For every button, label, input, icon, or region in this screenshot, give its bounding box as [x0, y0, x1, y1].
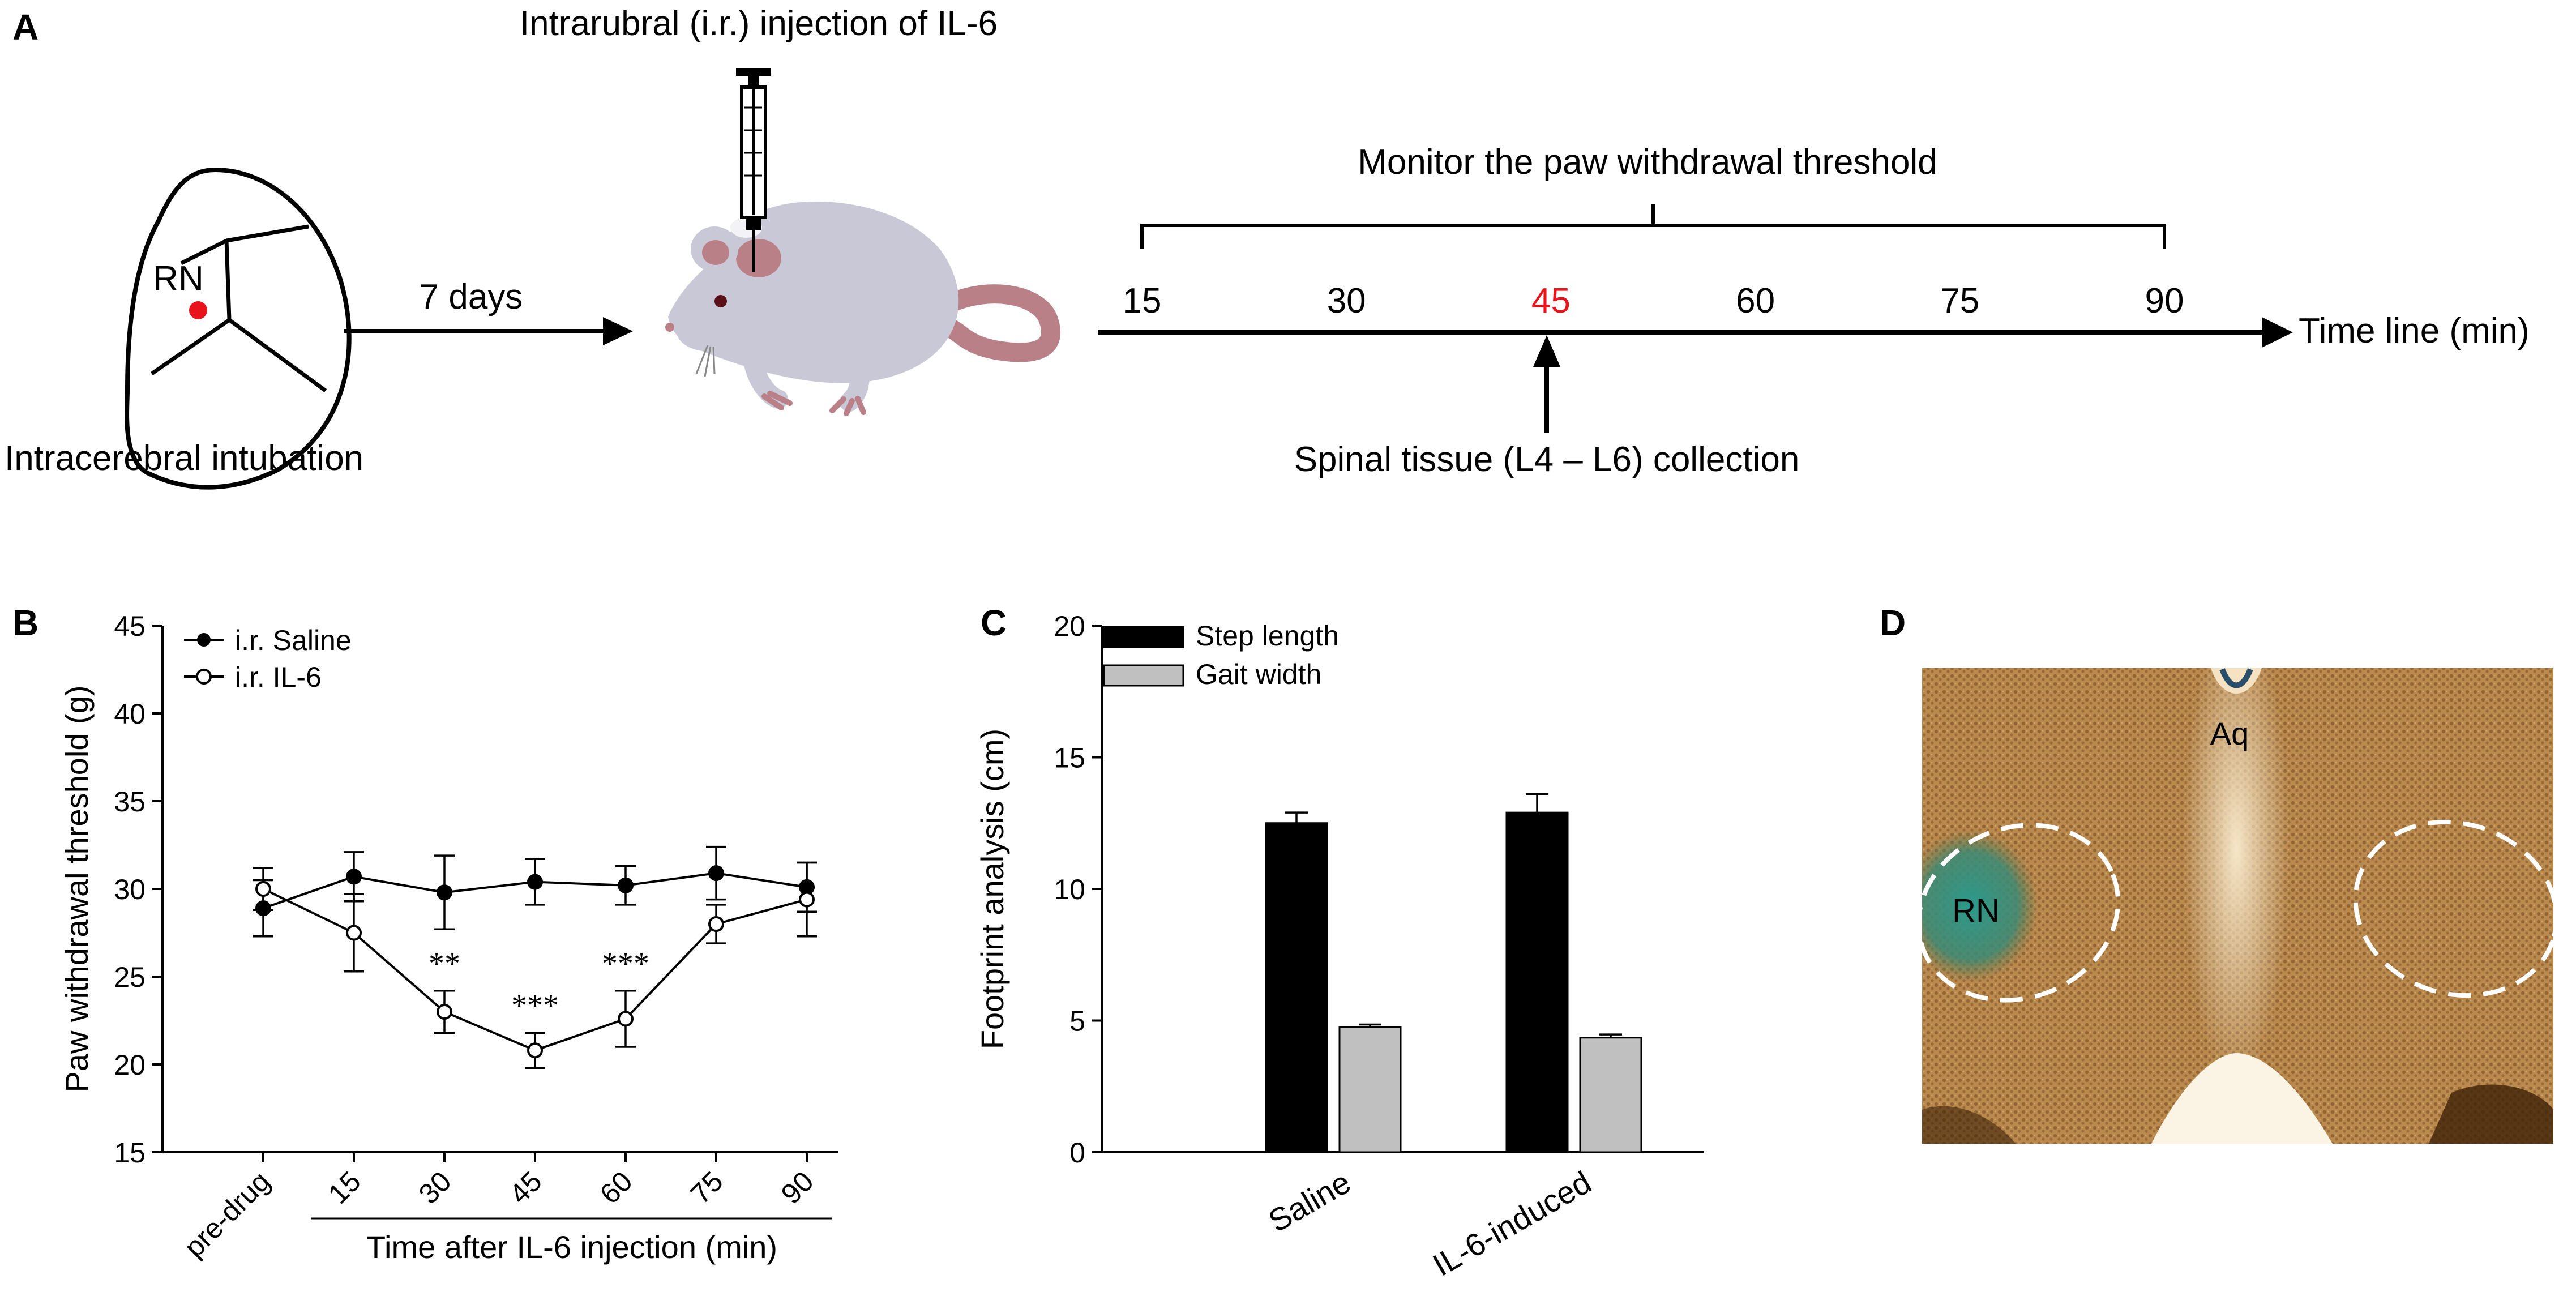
- rn-target-dot: [189, 301, 207, 319]
- panel-a-label: A: [12, 7, 38, 48]
- timeline-label: Time line (min): [2299, 311, 2530, 350]
- saline-point: [527, 874, 543, 890]
- gait-width-bar: [1579, 1037, 1642, 1153]
- y-tick-label: 15: [1054, 742, 1085, 774]
- monitor-bracket: [1140, 224, 2166, 249]
- rn-outline-right: [2353, 819, 2553, 998]
- legend-il6-label: i.r. IL-6: [235, 661, 322, 693]
- panel-b-label: B: [12, 602, 38, 643]
- y-tick-label: 25: [114, 961, 146, 993]
- syringe-icon: [736, 68, 771, 272]
- panel-d: D Aq RN: [1880, 602, 2553, 1144]
- y-tick-label: 15: [114, 1137, 146, 1169]
- rat-icon: [665, 201, 1060, 416]
- y-axis-title: Paw withdrawal threshold (g): [59, 686, 95, 1093]
- rn-outline-left: [1922, 823, 2121, 1003]
- timeline-tick-60: 60: [1736, 281, 1775, 320]
- il6-point: [708, 916, 724, 932]
- x-tick-label: 75: [684, 1165, 729, 1210]
- aq-label: Aq: [2210, 716, 2249, 751]
- significance-mark: **: [429, 946, 460, 981]
- saline-point: [437, 884, 452, 901]
- legend-b: i.r. Saline i.r. IL-6: [184, 625, 352, 693]
- brain-outline-icon: [125, 167, 352, 490]
- y-tick-label: 40: [114, 698, 146, 730]
- x-tick-label: 60: [594, 1165, 639, 1210]
- il6-point: [437, 1004, 452, 1020]
- y-tick-label: 35: [114, 786, 146, 818]
- brain-rn-label: RN: [153, 259, 204, 298]
- il6-point: [527, 1042, 543, 1059]
- panel-c-label: C: [981, 602, 1007, 643]
- x-tick-label: pre-drug: [178, 1165, 276, 1263]
- y-tick-label: 0: [1069, 1137, 1085, 1169]
- legend-step-swatch: [1103, 626, 1184, 648]
- legend-saline-marker: [197, 633, 211, 647]
- y-tick-label: 20: [114, 1049, 146, 1081]
- collection-label: Spinal tissue (L4 – L6) collection: [1294, 440, 1800, 479]
- timeline-arrowhead: [2262, 317, 2293, 348]
- series-line-1: [263, 888, 807, 1052]
- monitor-label: Monitor the paw withdrawal threshold: [1358, 143, 1937, 182]
- x-tick-label: IL-6-induced: [1427, 1164, 1597, 1283]
- timeline-tick-90: 90: [2145, 281, 2184, 320]
- timeline-tick-75: 75: [1940, 281, 1979, 320]
- panel-c: C 0 5 10 15 20 Footprint analysis (cm) Saline I…: [974, 602, 1704, 1283]
- chart-c: 0 5 10 15 20 Footprint analysis (cm) Saline IL-…: [974, 610, 1704, 1283]
- saline-point: [255, 900, 271, 917]
- legend-gait-label: Gait width: [1196, 658, 1321, 690]
- legend-il6-marker: [196, 669, 212, 685]
- injection-title: Intrarubral (i.r.) injection of IL-6: [520, 4, 998, 43]
- panel-b: B 15 20 25 30 35 40 45 pre-drug 15 30 45 60 75 90 Time…: [12, 602, 838, 1265]
- rn-stain: [1922, 829, 2038, 982]
- interval-label: 7 days: [420, 277, 523, 316]
- collection-arrowhead: [1533, 335, 1560, 367]
- y-tick-label: 30: [114, 874, 146, 905]
- x-tick-label: 45: [503, 1165, 548, 1210]
- il6-point: [255, 881, 271, 897]
- il6-point: [346, 925, 362, 941]
- x-tick-label: Saline: [1263, 1164, 1357, 1239]
- histology-image: [1922, 668, 2553, 1144]
- timeline-tick-15: 15: [1123, 281, 1162, 320]
- chart-b: 15 20 25 30 35 40 45 pre-drug 15 30 45 60 75 90 Time a…: [59, 610, 838, 1265]
- step-length-bar: [1265, 822, 1328, 1153]
- y-axis-title: Footprint analysis (cm): [974, 729, 1010, 1049]
- y-tick-label: 5: [1069, 1006, 1085, 1037]
- step-length-bar: [1505, 811, 1569, 1153]
- panel-d-label: D: [1880, 602, 1906, 643]
- gait-width-bar: [1338, 1026, 1402, 1153]
- significance-mark: ***: [511, 988, 559, 1023]
- interval-arrowhead: [603, 317, 633, 345]
- legend-saline-label: i.r. Saline: [235, 625, 352, 656]
- timeline-ticks: 15 30 45 60 75 90: [1123, 281, 2184, 320]
- legend-step-label: Step length: [1196, 620, 1339, 652]
- il6-point: [799, 891, 815, 908]
- x-axis-title: Time after IL-6 injection (min): [366, 1229, 777, 1265]
- intubation-label: Intracerebral intubation: [5, 439, 363, 478]
- timeline-tick-45: 45: [1531, 281, 1571, 320]
- x-tick-label: 90: [775, 1165, 820, 1210]
- x-tick-label: 30: [413, 1165, 457, 1210]
- y-tick-label: 20: [1054, 610, 1085, 642]
- legend-c: Step length Gait width: [1103, 620, 1339, 690]
- significance-mark: ***: [602, 946, 649, 981]
- timeline-tick-30: 30: [1327, 281, 1366, 320]
- y-tick-label: 45: [114, 610, 146, 642]
- saline-point: [346, 869, 362, 885]
- saline-point: [618, 877, 634, 893]
- y-tick-label: 10: [1054, 874, 1085, 905]
- il6-point: [618, 1011, 634, 1027]
- saline-point: [708, 865, 724, 882]
- legend-gait-swatch: [1103, 664, 1184, 687]
- x-tick-label: 15: [322, 1165, 367, 1210]
- rn-label: RN: [1952, 892, 2000, 929]
- panel-a: A RN Intracerebral intubation 7 days Int…: [5, 4, 2530, 490]
